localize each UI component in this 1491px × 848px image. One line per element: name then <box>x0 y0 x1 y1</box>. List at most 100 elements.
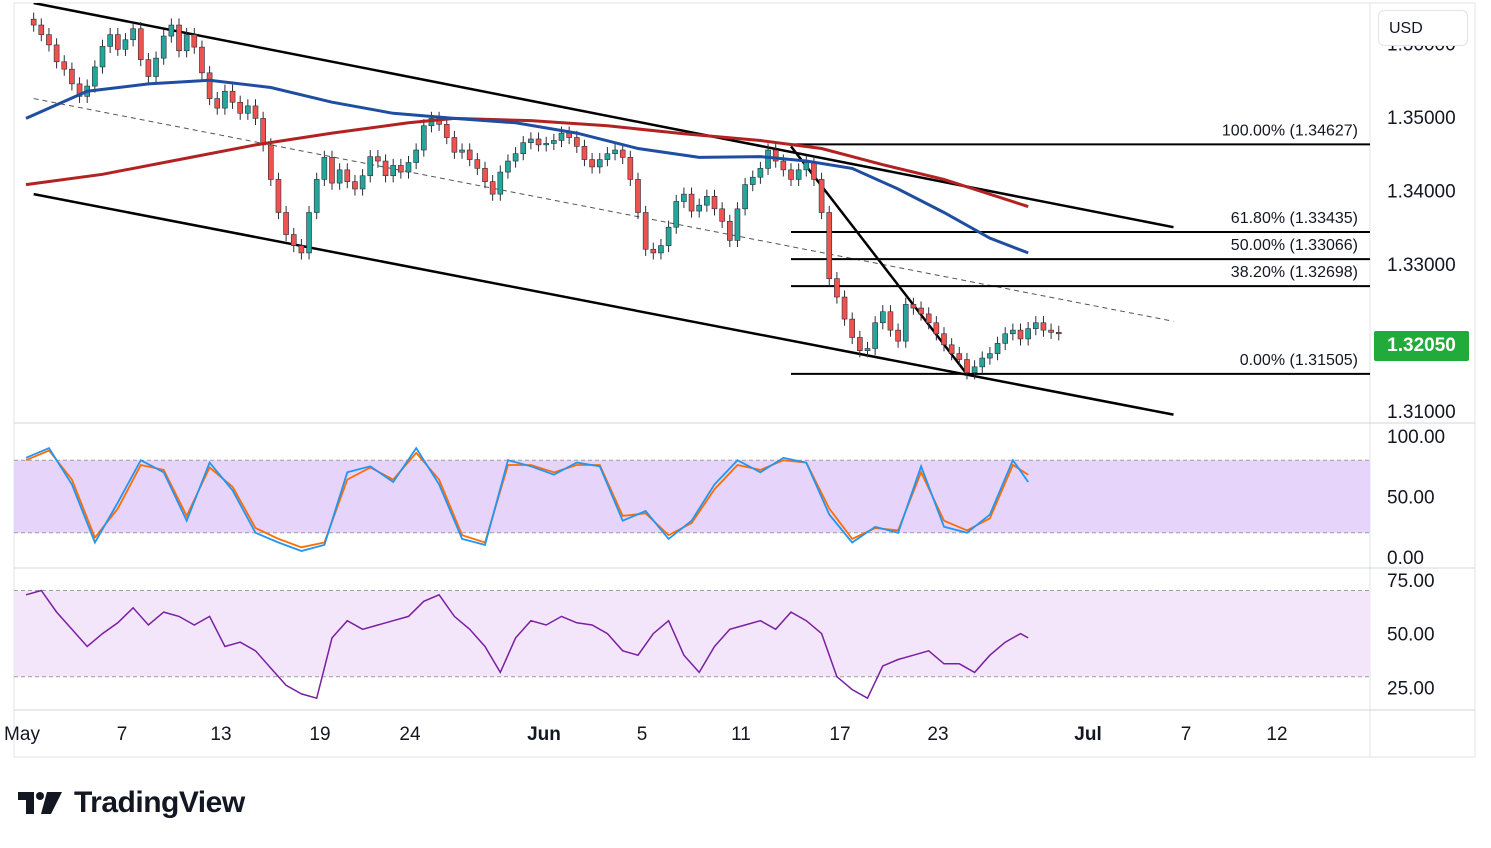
candle-body <box>994 343 1001 354</box>
candle-body <box>734 208 741 241</box>
ma-slow-line <box>25 116 1029 209</box>
candle-body <box>451 137 458 153</box>
candle-body <box>941 333 947 346</box>
rsi-line <box>25 589 1029 700</box>
candle-body <box>772 149 779 162</box>
candle-body <box>313 179 320 213</box>
candle-body <box>757 168 764 178</box>
candle-body <box>535 138 542 146</box>
currency-selector[interactable]: USD <box>1378 10 1468 46</box>
candle-body <box>895 329 901 342</box>
candle-body <box>283 212 289 235</box>
candle-body <box>321 157 328 180</box>
candle-body <box>948 344 955 354</box>
candle-body <box>176 24 182 52</box>
ma-fast-line <box>25 78 1029 255</box>
candle-body <box>933 322 940 335</box>
candle-body <box>375 156 381 162</box>
candle-body <box>681 193 687 202</box>
candle-body <box>38 24 45 35</box>
candle-body <box>834 278 840 298</box>
candle-body <box>229 90 236 103</box>
candle-body <box>918 307 924 315</box>
indicator-bands <box>14 459 1370 678</box>
candle-body <box>306 212 312 254</box>
candle-body <box>252 105 259 119</box>
candle-body <box>1040 322 1047 331</box>
candle-body <box>405 162 412 173</box>
candle-body <box>107 34 113 47</box>
candle-body <box>742 184 748 210</box>
candle-body <box>183 34 190 52</box>
candle-body <box>719 208 725 222</box>
fib-level-label: 0.00% (1.31505) <box>1240 352 1358 369</box>
candle-body <box>245 105 251 114</box>
candle-body <box>872 322 878 349</box>
candle-body <box>841 296 848 320</box>
candle-body <box>581 146 588 160</box>
date-axis-tick: 24 <box>399 724 421 745</box>
date-axis[interactable]: May 7 13 19 24 Jun 5 11 17 23 Jul 7 12 <box>4 724 1288 745</box>
date-axis-tick: May <box>4 724 40 745</box>
candle-body <box>1017 329 1024 340</box>
candle-body <box>726 221 733 241</box>
fib-level-label: 50.00% (1.33066) <box>1231 237 1358 254</box>
candle-body <box>849 318 856 338</box>
candle-body <box>696 204 703 212</box>
candle-body <box>780 160 787 171</box>
fib-retracement[interactable] <box>791 143 1370 375</box>
date-axis-tick: 23 <box>927 724 948 745</box>
brand-name: TradingView <box>74 786 245 819</box>
candle-body <box>390 165 397 177</box>
rsi-axis-tick: 25.00 <box>1387 678 1435 699</box>
candle-body <box>298 245 305 254</box>
candle-body <box>336 169 343 184</box>
candle-body <box>956 353 963 360</box>
candle-body <box>1010 329 1016 335</box>
candle-body <box>290 234 297 246</box>
trend-lines[interactable] <box>33 3 1174 416</box>
candle-body <box>214 98 221 109</box>
moving-averages <box>25 78 1029 255</box>
candle-body <box>267 144 274 180</box>
candle-body <box>115 34 121 50</box>
candle-body <box>551 140 557 144</box>
candle-body <box>466 149 473 160</box>
candle-body <box>566 132 572 138</box>
candle-body <box>879 311 886 324</box>
candle-body <box>413 149 419 163</box>
candle-body <box>206 72 213 99</box>
candle-body <box>979 357 986 368</box>
candle-body <box>811 162 817 180</box>
candle-body <box>122 39 129 50</box>
stochastic-axis: 100.00 50.00 0.00 <box>1387 427 1445 569</box>
candle-body <box>650 248 657 254</box>
candle-body <box>30 18 37 26</box>
candle-body <box>1055 332 1062 335</box>
candle-body <box>864 348 871 351</box>
candle-body <box>528 138 534 143</box>
stochastic-axis-tick: 100.00 <box>1387 427 1445 448</box>
candle-body <box>857 337 863 351</box>
stochastic-axis-tick: 0.00 <box>1387 548 1424 569</box>
candle-body <box>359 175 366 190</box>
candle-body <box>596 159 603 168</box>
candle-body <box>474 159 481 169</box>
rsi-axis: 75.00 50.00 25.00 <box>1387 571 1435 700</box>
candle-body <box>46 34 52 46</box>
candle-body <box>367 156 374 177</box>
fib-level-label: 100.00% (1.34627) <box>1222 122 1358 139</box>
stochastic-lines <box>25 446 1029 552</box>
date-axis-tick: Jul <box>1074 724 1101 745</box>
price-axis-tick: 1.34000 <box>1387 181 1456 202</box>
brand[interactable]: TradingView <box>18 786 245 820</box>
candle-body <box>443 123 450 138</box>
candle-body <box>765 149 771 169</box>
candle-body <box>635 179 641 213</box>
candle-body <box>1025 328 1031 340</box>
candle-body <box>382 160 389 177</box>
candle-body <box>925 313 932 324</box>
fib-level-label: 61.80% (1.33435) <box>1231 210 1358 227</box>
